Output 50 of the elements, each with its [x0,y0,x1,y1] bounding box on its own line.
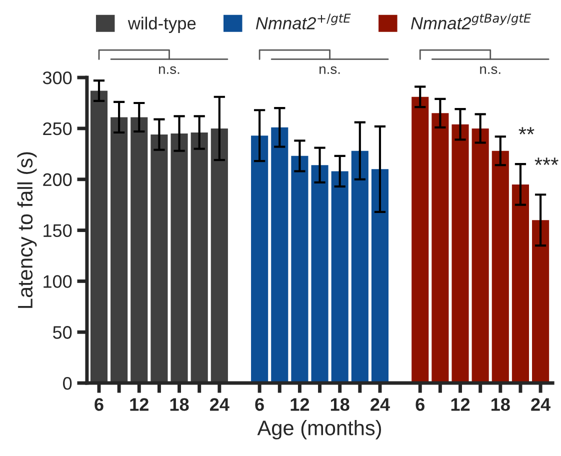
y-tick-label: 200 [43,173,72,186]
bar [532,220,550,384]
x-tick-label: 18 [492,398,510,411]
bar [452,124,469,384]
bar [432,113,449,384]
x-tick-label: 24 [370,398,390,411]
x-tick-label: 6 [255,398,264,411]
y-tick-label: 0 [63,376,72,390]
annotation: ** [518,127,534,134]
bar [110,117,128,384]
bar [412,96,429,384]
bar [371,169,389,384]
bar [291,156,308,384]
legend-label: Nmnat2$^{gtBay/gtE}$ [411,14,532,30]
x-tick-label: 18 [170,398,189,411]
bar [271,127,288,384]
text: n.s. [480,66,500,74]
bar [90,90,108,384]
x-tick-label: 12 [290,398,310,411]
y-axis-title: Latency to fall (s) [17,152,37,308]
bar [210,128,228,384]
x-tick-label: 12 [130,398,148,411]
x-axis-title: Age (months) [257,420,382,440]
y-tick-label: 300 [42,71,72,84]
bar [170,134,188,384]
x-tick-label: 6 [416,398,424,411]
text: n.s. [320,66,340,74]
y-tick-label: 250 [43,122,72,136]
legend-label: Nmnat2$^{+/gtE}$ [256,14,351,30]
legend-label: wild-type [128,16,196,33]
x-tick-label: 6 [94,398,104,411]
bar [472,128,489,384]
bar [331,171,348,384]
bar [351,150,368,384]
y-tick-label: 100 [44,275,72,288]
x-tick-label: 24 [210,398,230,411]
bar [130,117,148,384]
bar [190,132,208,384]
x-tick-label: 18 [330,398,350,411]
bar [150,134,168,384]
annotation: *** [534,158,558,165]
bar [311,165,328,384]
text: n.s. [158,66,180,74]
bar [512,184,529,384]
y-tick-label: 150 [44,224,72,237]
bar [492,150,509,384]
bar [251,136,268,384]
x-tick-label: 12 [451,398,470,411]
y-tick-label: 50 [53,326,72,339]
x-tick-label: 24 [531,398,550,411]
